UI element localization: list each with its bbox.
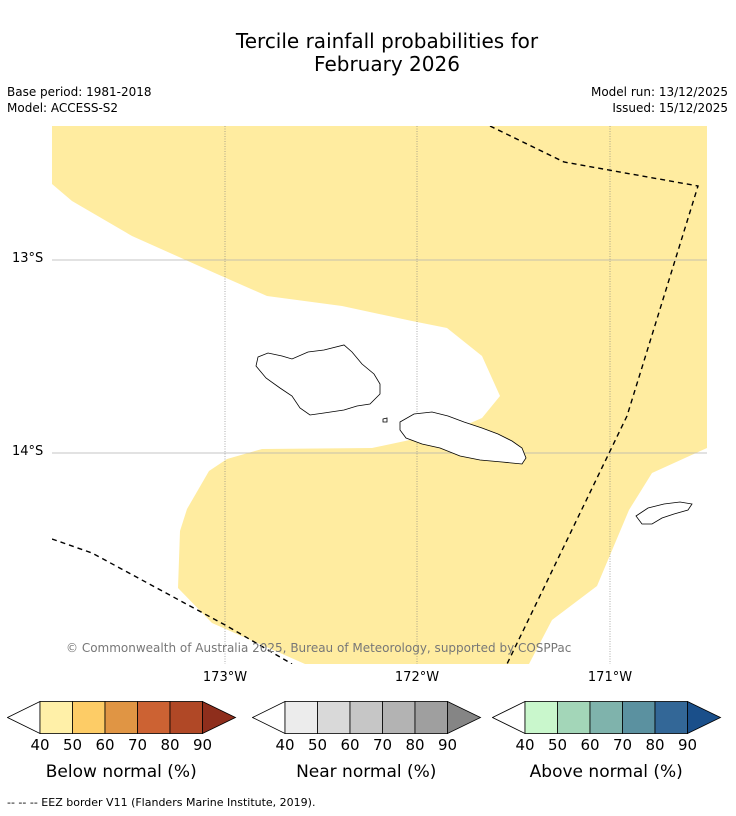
colorbar-tick: 70 [612, 736, 633, 754]
upolu-island [399, 411, 527, 465]
colorbar-tick: 90 [677, 736, 698, 754]
lat-label-14s: 14°S [12, 444, 44, 459]
colorbar-swatch [622, 701, 656, 734]
colorbar-tick: 60 [580, 736, 600, 754]
colorbar-max-extend [687, 701, 722, 734]
gridlines [52, 126, 707, 664]
colorbar-tick: 90 [437, 736, 458, 754]
below-normal-region [52, 126, 707, 664]
lat-label-13s: 13°S [12, 251, 44, 266]
colorbar-tick: 50 [547, 736, 568, 754]
colorbar-swatch [589, 701, 623, 734]
colorbar-label: Near normal (%) [296, 762, 437, 782]
colorbar-tick: 80 [405, 736, 425, 754]
lon-label-172w: 172°W [394, 670, 440, 685]
colorbar-swatch [169, 701, 203, 734]
copyright-notice: © Commonwealth of Australia 2025, Bureau… [66, 641, 572, 655]
lon-label-171w: 171°W [587, 670, 633, 685]
colorbar-tick: 50 [307, 736, 328, 754]
colorbar-swatch [654, 701, 688, 734]
eez-footer: -- -- -- EEZ border V11 (Flanders Marine… [7, 796, 316, 809]
eez-border [52, 126, 699, 664]
colorbar-tick: 60 [95, 736, 115, 754]
colorbar-swatch [317, 701, 351, 734]
colorbar-swatch [72, 701, 106, 734]
colorbar-min-extend [492, 701, 526, 734]
savaii-island [255, 344, 381, 416]
colorbar-swatch [349, 701, 383, 734]
colorbar-min-extend [7, 701, 41, 734]
colorbar-tick: 40 [515, 736, 535, 754]
colorbar-swatch [382, 701, 416, 734]
colorbar-max-extend [202, 701, 237, 734]
colorbar-tick: 90 [192, 736, 213, 754]
colorbar-tick: 70 [127, 736, 148, 754]
title-line-2: February 2026 [314, 52, 460, 76]
colorbar-1 [252, 701, 482, 734]
colorbar-swatch [284, 701, 318, 734]
lon-label-173w: 173°W [202, 670, 248, 685]
islands [255, 344, 693, 525]
colorbar-swatch [524, 701, 558, 734]
colorbar-label: Above normal (%) [529, 762, 683, 782]
model-name: Model: ACCESS-S2 [7, 101, 119, 115]
colorbar-swatch [137, 701, 171, 734]
manono-island [382, 417, 388, 423]
colorbar-swatch [39, 701, 73, 734]
colorbar-min-extend [252, 701, 286, 734]
title-line-1: Tercile rainfall probabilities for [235, 29, 539, 53]
colorbar-max-extend [447, 701, 482, 734]
tutuila-island [635, 501, 693, 525]
chart-title: Tercile rainfall probabilities for Febru… [0, 30, 736, 76]
meta-left: Base period: 1981-2018 Model: ACCESS-S2 [7, 84, 152, 116]
colorbar-2 [492, 701, 722, 734]
colorbar-tick: 70 [372, 736, 393, 754]
model-run: Model run: 13/12/2025 [590, 85, 728, 99]
colorbar-tick: 50 [62, 736, 83, 754]
colorbar-tick: 80 [160, 736, 180, 754]
issued-date: Issued: 15/12/2025 [612, 101, 728, 115]
colorbar-swatch [104, 701, 138, 734]
map-panel [52, 126, 707, 664]
colorbar-0 [7, 701, 237, 734]
meta-right: Model run: 13/12/2025 Issued: 15/12/2025 [591, 84, 728, 116]
colorbar-tick: 40 [30, 736, 50, 754]
colorbar-swatch [557, 701, 591, 734]
colorbar-tick: 40 [275, 736, 295, 754]
colorbar-tick: 60 [340, 736, 360, 754]
colorbar-label: Below normal (%) [45, 762, 197, 782]
colorbar-tick: 80 [645, 736, 665, 754]
base-period: Base period: 1981-2018 [7, 85, 152, 99]
colorbar-swatch [414, 701, 448, 734]
